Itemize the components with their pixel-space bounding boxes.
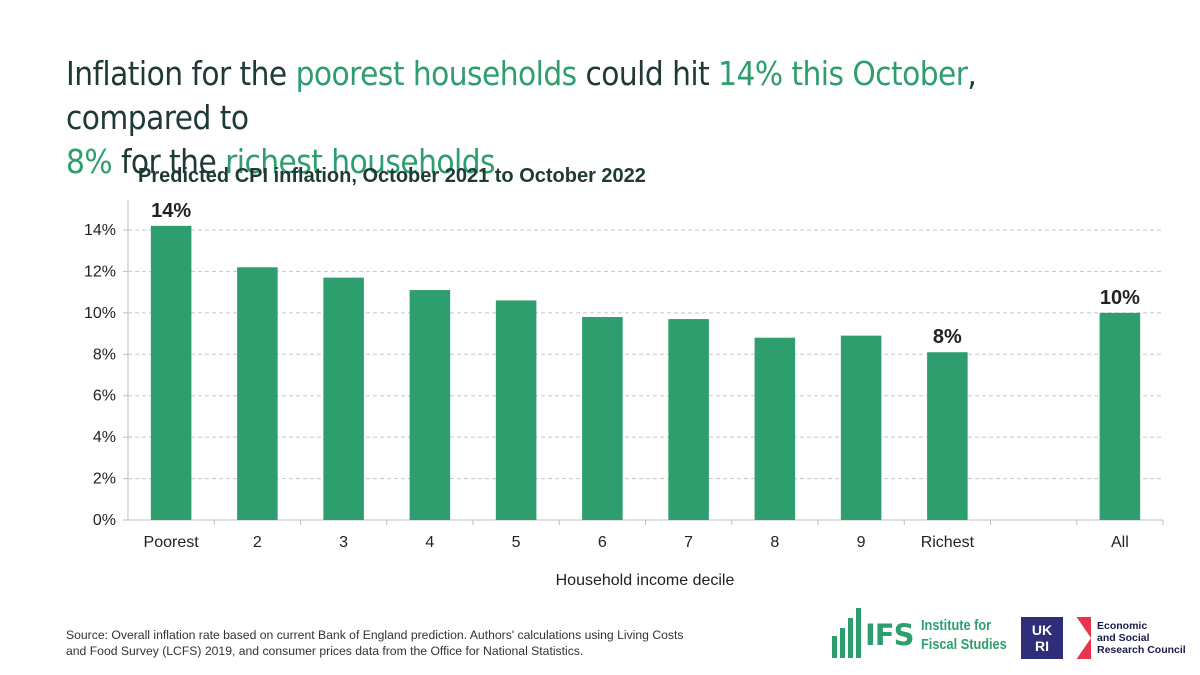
bar bbox=[927, 352, 968, 520]
headline: Inflation for the poorest households cou… bbox=[66, 52, 1056, 184]
y-tick-label: 4% bbox=[93, 429, 116, 446]
bar bbox=[237, 267, 278, 520]
headline-text: for the bbox=[112, 142, 226, 181]
bar bbox=[150, 225, 192, 520]
ukri-mark-line: UK bbox=[1031, 622, 1053, 638]
bar bbox=[409, 290, 451, 520]
x-tick-label: 4 bbox=[425, 534, 434, 551]
headline-highlight: poorest households bbox=[295, 54, 578, 93]
bar bbox=[668, 319, 709, 520]
y-tick-label: 0% bbox=[93, 512, 116, 529]
ifs-name-line: Fiscal Studies bbox=[921, 636, 1007, 653]
headline-text: could hit bbox=[576, 54, 719, 93]
esrc-name-line: Economic bbox=[1097, 620, 1148, 632]
headline-highlight: richest households bbox=[225, 142, 495, 181]
ifs-wordmark: IFS bbox=[865, 618, 914, 652]
source-note: Source: Overall inflation rate based on … bbox=[66, 627, 786, 659]
data-label: 8% bbox=[933, 326, 962, 348]
y-tick-label: 6% bbox=[93, 388, 116, 405]
bar bbox=[754, 337, 796, 520]
source-line: Source: Overall inflation rate based on … bbox=[66, 628, 684, 642]
esrc-name-line: Research Council bbox=[1097, 644, 1186, 656]
x-tick-label: 6 bbox=[598, 534, 607, 551]
gridlines bbox=[123, 229, 1164, 525]
headline-highlight: 8% bbox=[66, 142, 113, 181]
ifs-logo: IFS Institute for Fiscal Studies bbox=[832, 606, 1007, 658]
ukri-esrc-logo: UK RI Economic and Social Research Counc… bbox=[1021, 617, 1191, 661]
headline-text: , compared to bbox=[66, 54, 977, 137]
x-tick-label: All bbox=[1111, 534, 1129, 551]
x-tick-label: 2 bbox=[253, 534, 262, 551]
ifs-bars-icon bbox=[832, 606, 862, 658]
bar bbox=[495, 300, 537, 520]
chart-title: Predicted CPI inflation, October 2021 to… bbox=[138, 165, 646, 187]
x-tick-label: 9 bbox=[857, 534, 866, 551]
esrc-flag-icon bbox=[1076, 617, 1091, 659]
y-tick-label: 8% bbox=[93, 346, 116, 363]
data-label: 10% bbox=[1100, 287, 1140, 309]
ifs-name-line: Institute for bbox=[921, 617, 992, 634]
x-tick-label: Poorest bbox=[144, 534, 200, 551]
x-tick-label: Richest bbox=[921, 534, 975, 551]
source-line: and Food Survey (LCFS) 2019, and consume… bbox=[66, 644, 584, 658]
y-tick-label: 10% bbox=[84, 305, 116, 322]
x-tick-label: 7 bbox=[684, 534, 693, 551]
bar bbox=[323, 277, 364, 520]
y-tick-label: 2% bbox=[93, 471, 116, 488]
y-tick-label: 14% bbox=[84, 222, 116, 239]
ukri-mark-line: RI bbox=[1035, 638, 1049, 654]
headline-text: Inflation for the bbox=[66, 54, 296, 93]
ukri-mark: UK RI bbox=[1021, 617, 1063, 659]
x-axis-label: Household income decile bbox=[556, 572, 735, 589]
data-label: 14% bbox=[151, 200, 191, 222]
headline-highlight: 14% this October bbox=[718, 54, 968, 93]
labels: 0% 2% 4% 6% 8% 10% 12% 14% 14% Poorest 2 3 4 5 6 7 8 9 8% R… bbox=[84, 200, 1140, 551]
y-tick-label: 12% bbox=[84, 263, 116, 280]
x-tick-label: 5 bbox=[512, 534, 521, 551]
x-tick-label: 3 bbox=[339, 534, 348, 551]
bar bbox=[1099, 312, 1141, 520]
bars bbox=[150, 225, 1141, 520]
bar-chart: 0% 2% 4% 6% 8% 10% 12% 14% 14% Poorest 2 3 4 5 6 7 8 9 8% R… bbox=[84, 200, 1164, 589]
bar bbox=[582, 317, 623, 520]
bar bbox=[840, 335, 882, 520]
esrc-name-line: and Social bbox=[1097, 632, 1150, 644]
esrc-name: Economic and Social Research Council bbox=[1097, 620, 1186, 656]
x-tick-label: 8 bbox=[770, 534, 779, 551]
ifs-name: Institute for Fiscal Studies bbox=[921, 616, 1007, 654]
